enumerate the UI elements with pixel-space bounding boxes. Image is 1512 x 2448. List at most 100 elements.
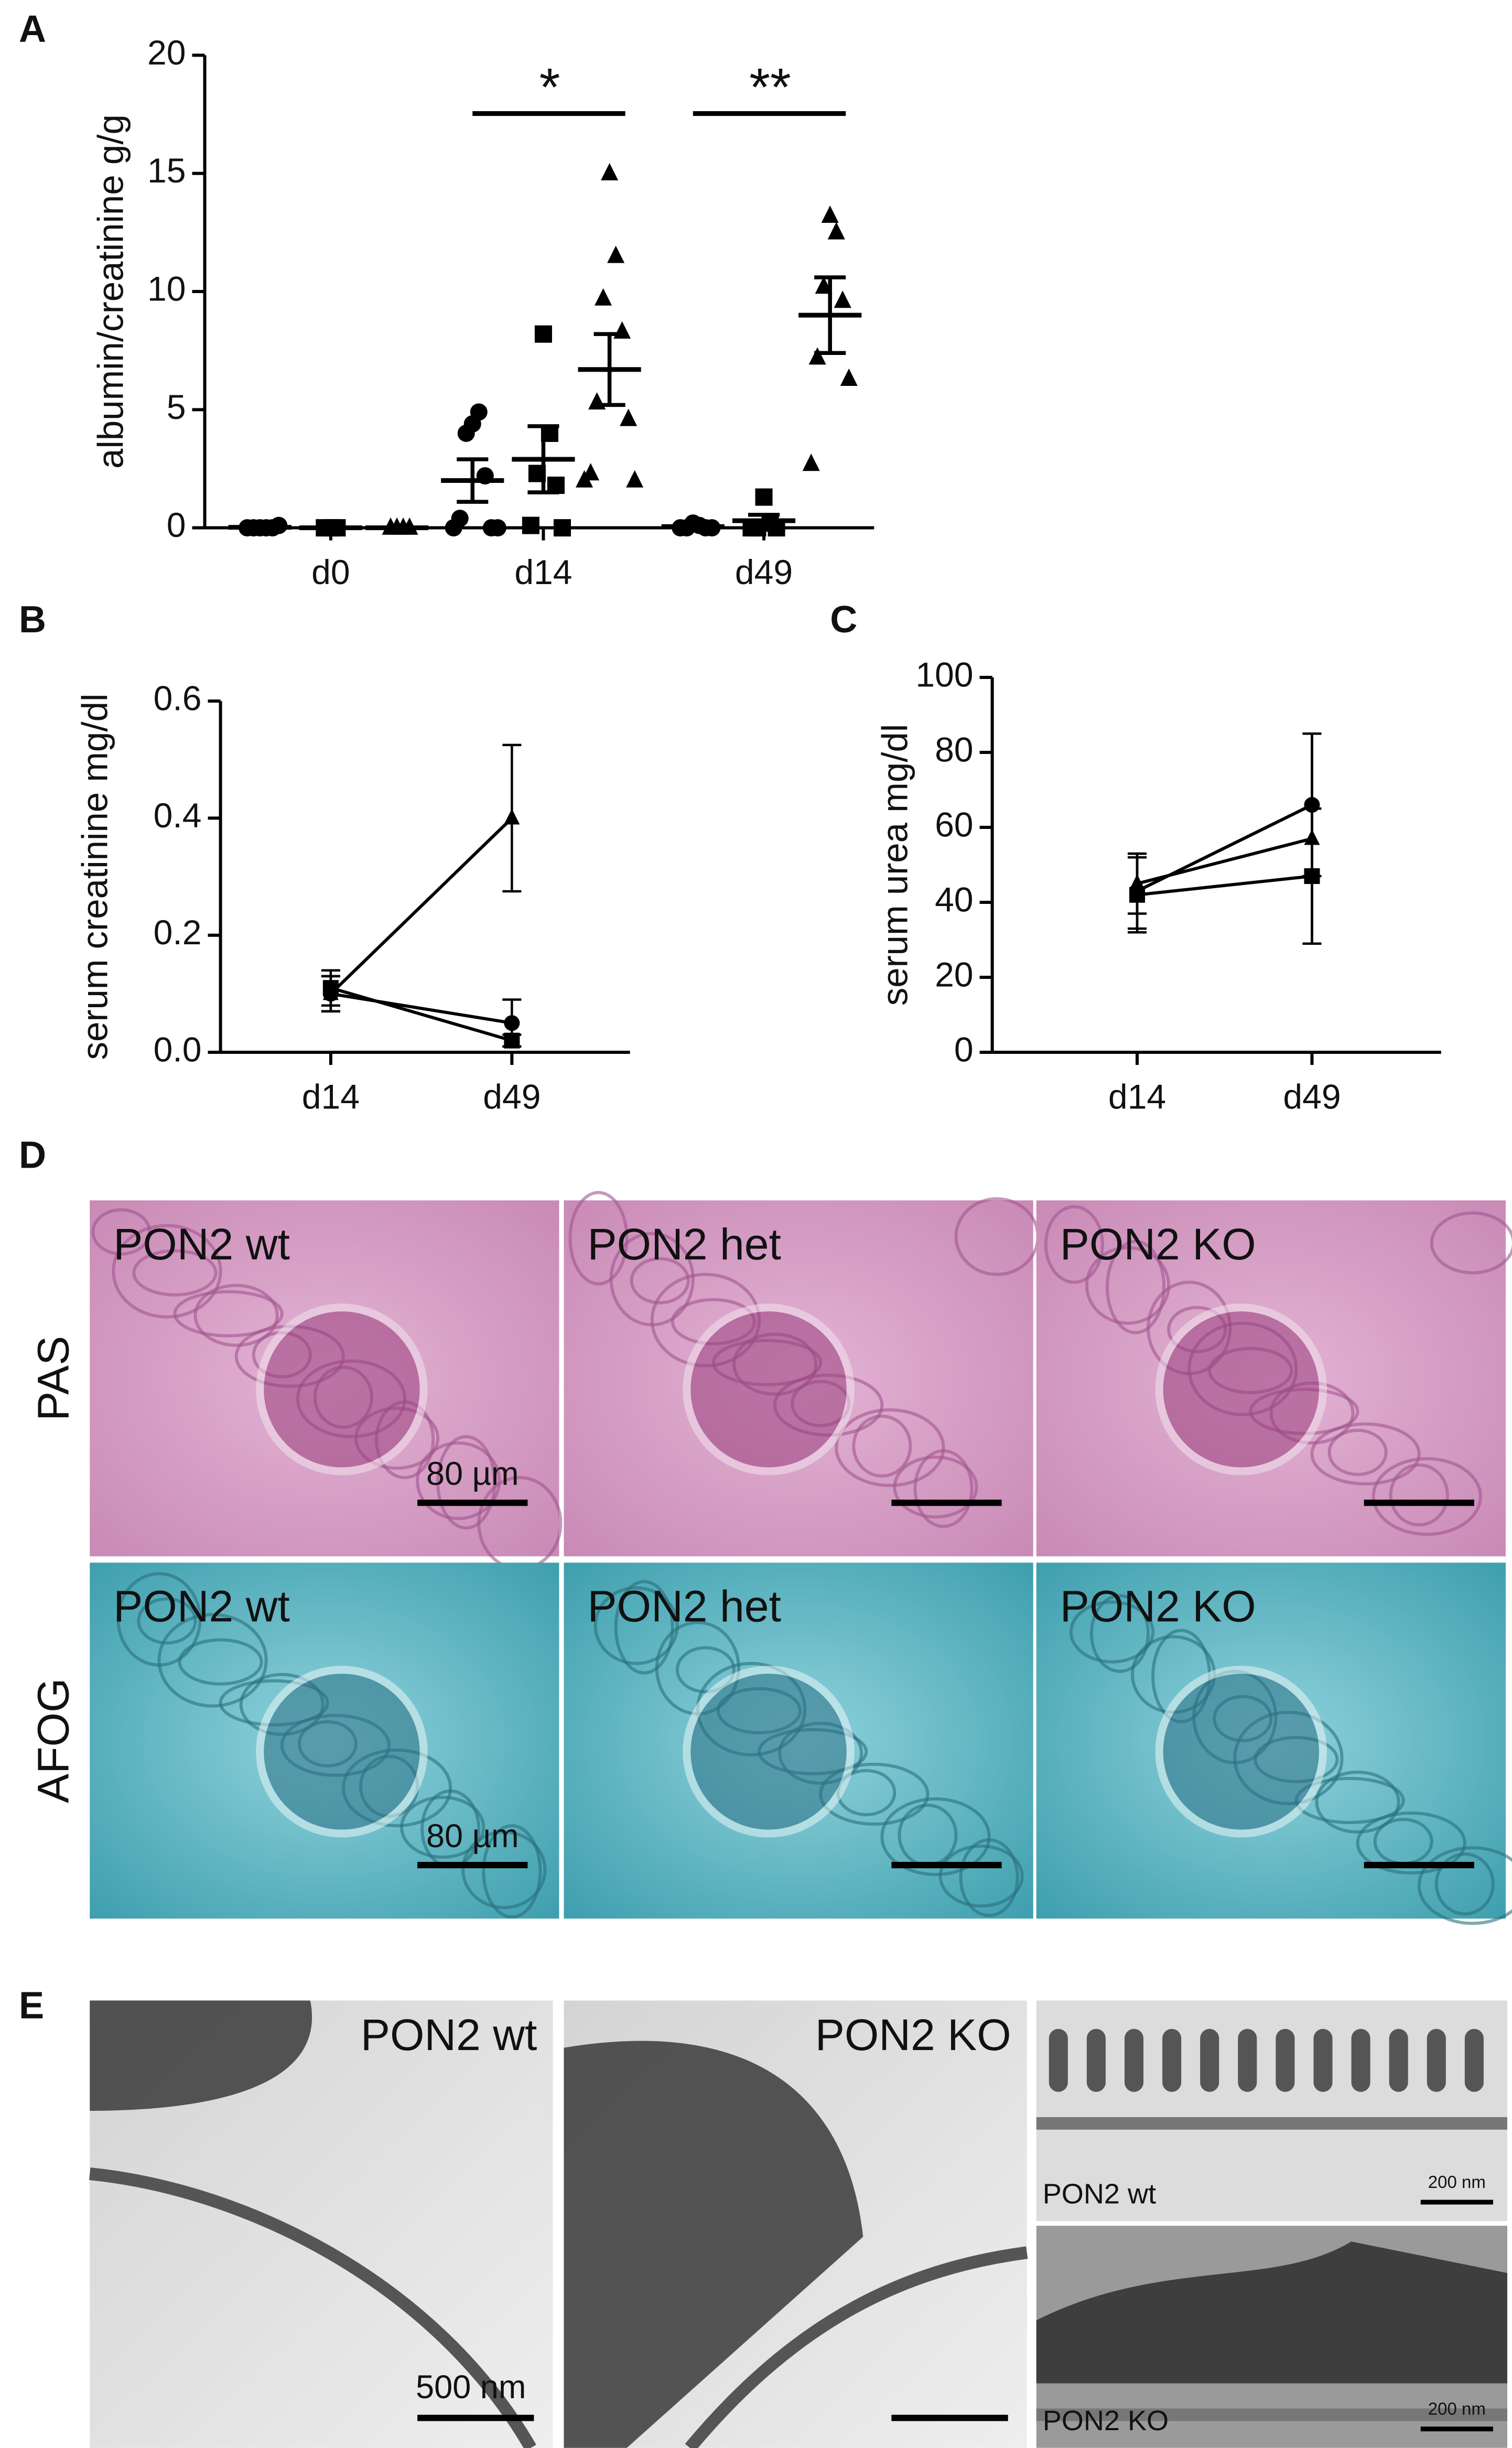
- tissue-texture: [835, 1408, 945, 1487]
- y-axis-label: serum creatinine mg/dl: [74, 694, 115, 1060]
- y-tick-label: 0.2: [154, 913, 202, 952]
- tissue-texture: [630, 1257, 690, 1304]
- tissue-texture: [436, 1435, 496, 1530]
- tissue-texture: [593, 1586, 679, 1665]
- series-line: [330, 992, 512, 1025]
- x-tick-label: d0: [311, 553, 350, 592]
- marker-triangle: [322, 984, 339, 1000]
- marker-triangle: [595, 288, 612, 306]
- marker-square: [534, 325, 552, 343]
- row-label: AFOG: [28, 1678, 78, 1803]
- scale-bar-label: 200 nm: [1428, 2399, 1486, 2419]
- marker-triangle: [626, 470, 644, 488]
- tissue-texture: [132, 1249, 218, 1297]
- foot-process: [1036, 2241, 1507, 2384]
- marker-circle: [470, 403, 488, 421]
- tissue-texture: [461, 1830, 547, 1910]
- marker-square: [522, 516, 539, 534]
- series-line: [329, 817, 513, 995]
- tissue-texture: [1315, 1770, 1400, 1834]
- image-label: PON2 KO: [1043, 2405, 1169, 2436]
- image-label: PON2 het: [588, 1582, 781, 1631]
- scale-bar-label: 80 µm: [426, 1455, 519, 1492]
- basement-membrane: [89, 2167, 536, 2448]
- image-label: PON2 wt: [113, 1220, 290, 1269]
- foot-process: [1049, 2029, 1068, 2092]
- marker-triangle: [821, 206, 839, 223]
- series-line: [1137, 875, 1312, 897]
- marker-triangle: [827, 222, 845, 240]
- tissue-texture: [1389, 1463, 1449, 1527]
- tissue-texture: [416, 1441, 501, 1520]
- tissue-texture: [614, 1580, 674, 1675]
- image-label: PON2 KO: [815, 2010, 1011, 2059]
- foot-process: [1389, 2029, 1408, 2092]
- foot-process: [1351, 2029, 1370, 2092]
- tissue-texture: [173, 1290, 284, 1338]
- row-label: PAS: [28, 1336, 78, 1421]
- scale-bar-label: 500 nm: [416, 2369, 526, 2406]
- sem-bar: [593, 332, 625, 407]
- em-texture: [564, 2041, 863, 2448]
- glomerulus: [683, 1666, 855, 1838]
- scale-bar-label: 80 µm: [426, 1818, 519, 1854]
- tissue-texture: [938, 1845, 1024, 1908]
- glomerulus: [256, 1303, 428, 1475]
- y-tick-label: 0.0: [154, 1030, 202, 1069]
- marker-triangle: [620, 408, 638, 426]
- marker-triangle: [802, 454, 820, 471]
- foot-process: [1464, 2029, 1484, 2092]
- glomerulus: [683, 1303, 855, 1475]
- glomerulus: [1155, 1303, 1327, 1475]
- tissue-texture: [178, 1638, 263, 1686]
- foot-process: [1200, 2029, 1219, 2092]
- image-label: PON2 wt: [113, 1582, 290, 1631]
- tissue-texture: [1430, 1211, 1512, 1275]
- tissue-texture: [1371, 1457, 1482, 1536]
- sem-bar: [244, 525, 276, 530]
- y-tick-label: 10: [147, 269, 186, 308]
- tissue-texture: [1089, 1594, 1150, 1673]
- tissue-texture: [1417, 1846, 1512, 1925]
- tissue-texture: [193, 1284, 279, 1347]
- image-label: PON2 wt: [361, 2010, 537, 2059]
- tissue-texture: [1085, 1246, 1171, 1325]
- x-tick-label: d49: [1283, 1078, 1341, 1117]
- y-axis-label: serum urea mg/dl: [874, 724, 915, 1006]
- x-tick-label: d14: [302, 1078, 360, 1117]
- em-texture: [90, 2000, 312, 2111]
- panel-label: D: [19, 1134, 46, 1176]
- tissue-texture: [112, 1224, 222, 1319]
- y-tick-label: 40: [935, 881, 973, 920]
- y-tick-label: 0.6: [154, 680, 202, 718]
- marker-circle: [504, 1015, 520, 1031]
- y-tick-label: 20: [935, 956, 973, 995]
- tissue-texture: [913, 1449, 974, 1528]
- y-tick-label: 0: [167, 506, 186, 545]
- sem-bar: [677, 523, 709, 530]
- series-line: [330, 986, 513, 1042]
- x-tick-label: d14: [1108, 1078, 1166, 1117]
- marker-circle: [489, 519, 506, 537]
- series-line: [1137, 837, 1313, 886]
- tissue-texture: [675, 1646, 736, 1694]
- tissue-texture: [482, 1824, 542, 1919]
- y-tick-label: 100: [915, 656, 973, 695]
- tissue-texture: [1310, 1422, 1421, 1486]
- foot-process: [1313, 2029, 1333, 2092]
- tissue-texture: [1356, 1811, 1466, 1875]
- glomerulus: [256, 1666, 428, 1838]
- tissue-texture: [157, 1613, 268, 1708]
- image-label: PON2 wt: [1043, 2178, 1156, 2209]
- image-label: PON2 het: [588, 1220, 781, 1269]
- marker-square: [755, 488, 773, 506]
- marker-square: [504, 1032, 520, 1049]
- image-label: PON2 KO: [1060, 1220, 1256, 1269]
- tissue-texture: [893, 1455, 978, 1519]
- tissue-texture: [91, 1208, 152, 1256]
- tissue-texture: [1105, 1239, 1166, 1334]
- panel-label: B: [19, 599, 46, 641]
- significance-label: **: [749, 57, 791, 117]
- marker-triangle: [1304, 829, 1320, 845]
